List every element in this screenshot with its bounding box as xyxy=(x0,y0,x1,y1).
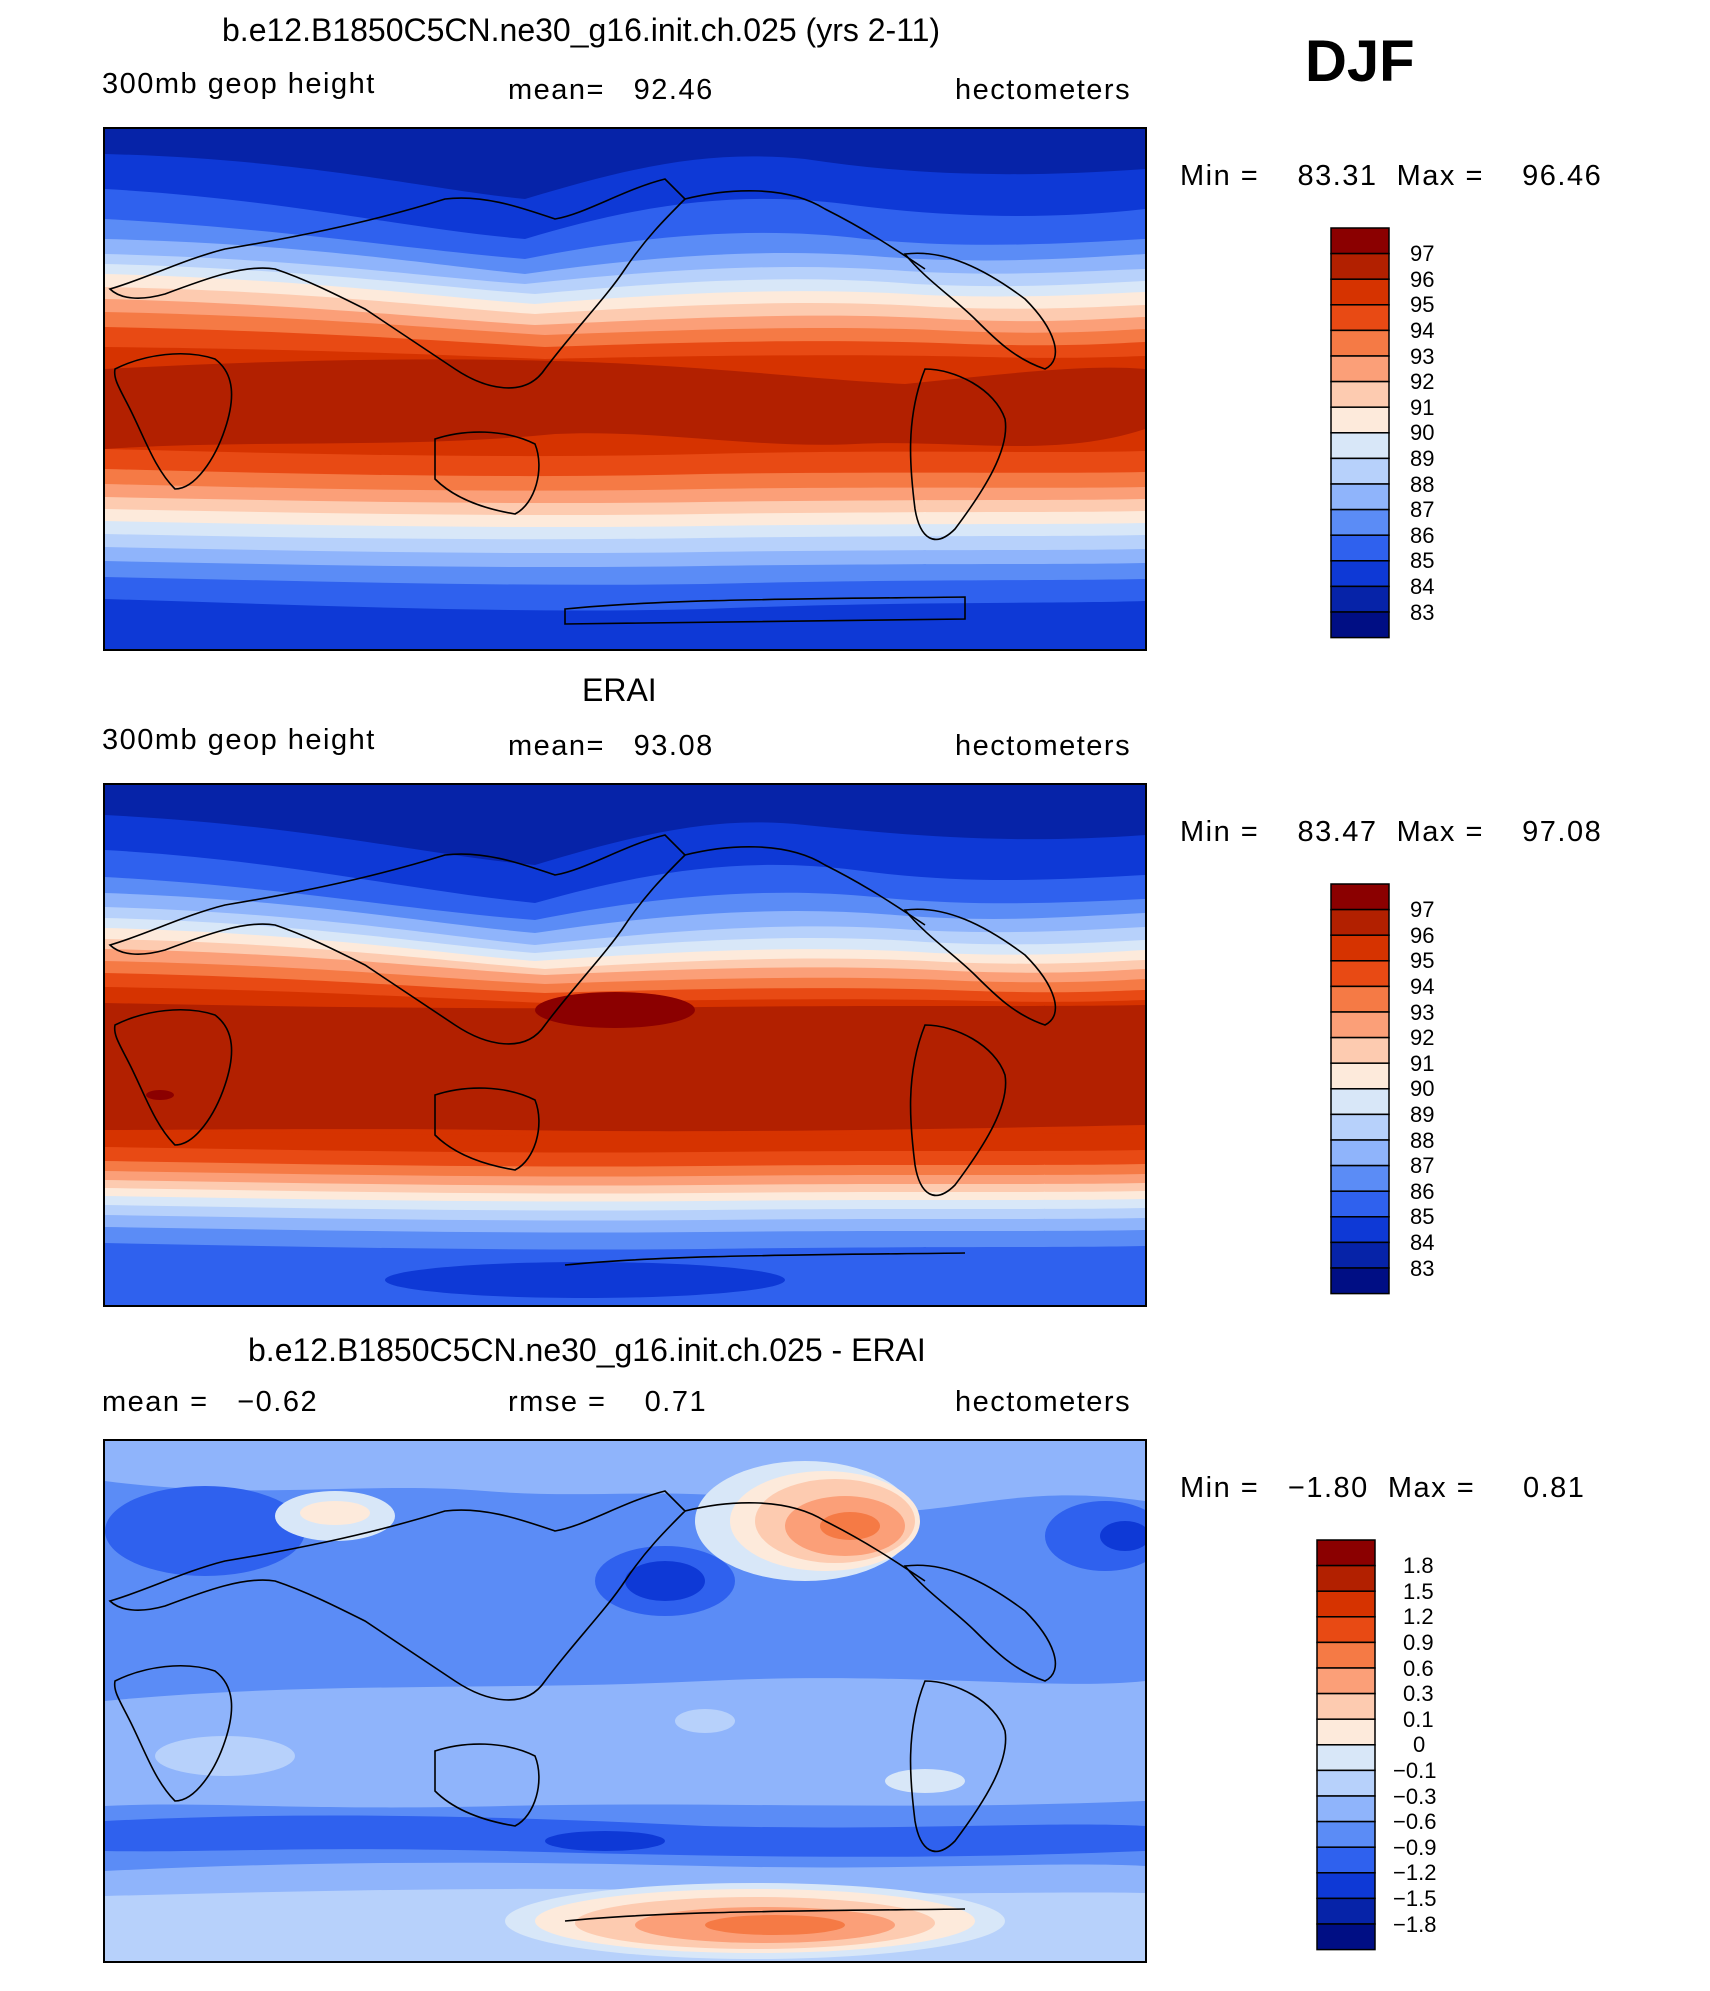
colorbar-tick: 95 xyxy=(1410,948,1435,973)
units-label: hectometers xyxy=(955,1386,1132,1418)
colorbar-tick: 0.6 xyxy=(1403,1656,1434,1681)
minmax-label: Min = 83.31 Max = 96.46 xyxy=(1180,160,1603,192)
colorbar-tick: 91 xyxy=(1410,1051,1435,1076)
map-diff xyxy=(103,1439,1147,1963)
colorbar-tick: 84 xyxy=(1410,574,1435,599)
colorbar-tick: 94 xyxy=(1410,318,1435,343)
panel-title-diff: b.e12.B1850C5CN.ne30_g16.init.ch.025 - E… xyxy=(248,1332,926,1368)
map-model xyxy=(103,127,1147,651)
rmse-label: rmse = 0.71 xyxy=(508,1386,708,1418)
colorbar-tick: 83 xyxy=(1410,1256,1435,1281)
colorbar-tick: 87 xyxy=(1410,497,1435,522)
colorbar-tick: −1.5 xyxy=(1393,1886,1437,1911)
colorbar-tick: 91 xyxy=(1410,395,1435,420)
colorbar-diff xyxy=(1316,1539,1376,1951)
colorbar-tick: 1.5 xyxy=(1403,1579,1434,1604)
colorbar-tick: 85 xyxy=(1410,548,1435,573)
field-label: 300mb geop height xyxy=(102,68,376,100)
colorbar-tick: 89 xyxy=(1410,1102,1435,1127)
panel-title-obs: ERAI xyxy=(582,672,657,708)
colorbar-tick: 95 xyxy=(1410,292,1435,317)
contour-map-diff xyxy=(105,1441,1145,1961)
colorbar-tick: 86 xyxy=(1410,523,1435,548)
colorbar-tick: −0.3 xyxy=(1393,1784,1437,1809)
contour-map-model xyxy=(105,129,1145,649)
colorbar-tick: −1.2 xyxy=(1393,1860,1437,1885)
colorbar-tick: 90 xyxy=(1410,420,1435,445)
field-label: 300mb geop height xyxy=(102,724,376,756)
season-label: DJF xyxy=(1305,29,1415,94)
colorbar-tick: 1.8 xyxy=(1403,1553,1434,1578)
mean-label: mean= 93.08 xyxy=(508,730,714,762)
colorbar-tick: 88 xyxy=(1410,472,1435,497)
colorbar-tick: 0.1 xyxy=(1403,1707,1434,1732)
map-obs xyxy=(103,783,1147,1307)
colorbar-tick: −0.9 xyxy=(1393,1835,1437,1860)
minmax-label: Min = 83.47 Max = 97.08 xyxy=(1180,816,1603,848)
colorbar-tick: −0.1 xyxy=(1393,1758,1437,1783)
colorbar-tick: 85 xyxy=(1410,1204,1435,1229)
colorbar-tick: 92 xyxy=(1410,369,1435,394)
colorbar-tick: 83 xyxy=(1410,600,1435,625)
colorbar-model xyxy=(1330,227,1390,639)
colorbar-tick: 0.3 xyxy=(1403,1681,1434,1706)
colorbar-tick: 86 xyxy=(1410,1179,1435,1204)
colorbar-tick: 92 xyxy=(1410,1025,1435,1050)
colorbar-tick: 97 xyxy=(1410,897,1435,922)
colorbar-tick: −1.8 xyxy=(1393,1912,1437,1937)
colorbar-tick: 94 xyxy=(1410,974,1435,999)
colorbar-tick: 96 xyxy=(1410,267,1435,292)
colorbar-tick: 87 xyxy=(1410,1153,1435,1178)
diff-mean-label: mean = −0.62 xyxy=(102,1386,319,1418)
units-label: hectometers xyxy=(955,730,1132,762)
contour-map-obs xyxy=(105,785,1145,1305)
colorbar-tick: 96 xyxy=(1410,923,1435,948)
colorbar-obs xyxy=(1330,883,1390,1295)
colorbar-tick: 0 xyxy=(1413,1732,1426,1757)
colorbar-tick: 0.9 xyxy=(1403,1630,1434,1655)
panel-title-model: b.e12.B1850C5CN.ne30_g16.init.ch.025 (yr… xyxy=(222,12,941,48)
minmax-label: Min = −1.80 Max = 0.81 xyxy=(1180,1472,1586,1504)
colorbar-tick: 93 xyxy=(1410,344,1435,369)
colorbar-tick: 93 xyxy=(1410,1000,1435,1025)
colorbar-tick: 89 xyxy=(1410,446,1435,471)
colorbar-tick: 97 xyxy=(1410,241,1435,266)
colorbar-tick: 1.2 xyxy=(1403,1604,1434,1629)
colorbar-tick: 88 xyxy=(1410,1128,1435,1153)
colorbar-tick: 84 xyxy=(1410,1230,1435,1255)
colorbar-tick: −0.6 xyxy=(1393,1809,1437,1834)
mean-label: mean= 92.46 xyxy=(508,74,714,106)
units-label: hectometers xyxy=(955,74,1132,106)
colorbar-tick: 90 xyxy=(1410,1076,1435,1101)
